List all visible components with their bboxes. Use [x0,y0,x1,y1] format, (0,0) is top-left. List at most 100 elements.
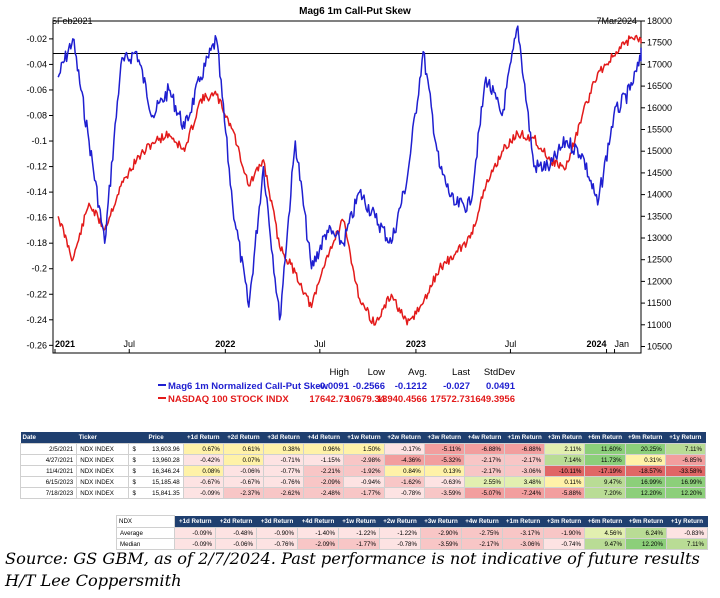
row-date: 6/15/2023 [19,476,78,488]
summary-table-header: NDX +1d Return +2d Return +3d Return +4d Ret… [116,515,708,528]
legend-stat-header: Low [368,367,386,378]
returns-header-cell: +2w Return [384,432,425,444]
returns-table-header: Date Ticker Price +1d Return +2d Return +3d R… [20,432,706,444]
y-left-tick-label: -0.16 [26,213,47,223]
row-price: $13,603.96 [128,443,184,455]
legend-stat-header: High [329,367,349,378]
y-right-tick-label: 13000 [647,233,672,243]
legend-stat-value: 17572.73 [430,394,470,405]
summary-cell: -0.74% [543,538,585,550]
returns-header-cell: +3w Return [424,432,465,444]
return-cell: -0.78% [383,487,425,499]
returns-header-cell: +2d Return [223,432,264,444]
return-cell: 0.84% [383,465,425,477]
y-right-tick-label: 10500 [647,341,672,351]
y-left-tick-label: -0.04 [26,59,47,69]
row-ticker: NDX INDEX [76,487,130,499]
return-cell: -2.17% [463,465,506,477]
return-cell: -6.88% [504,443,546,455]
currency-symbol: $ [132,445,136,453]
skew-chart: Mag6 1m Call-Put Skew 5Feb2021 7Mar2024 … [26,6,672,405]
y-right-tick-label: 14000 [647,190,672,200]
y-left-tick-label: -0.1 [31,136,47,146]
return-cell: 0.31% [624,454,666,466]
return-cell: -2.21% [303,465,345,477]
summary-header-cell: +3d Return [256,515,298,528]
y-left-tick-label: -0.12 [26,162,47,172]
summary-cell: -3.59% [420,538,462,550]
currency-symbol: $ [132,478,136,486]
x-tick-label: 2021 [55,339,75,349]
return-cell: 11.60% [584,443,626,455]
return-cell: 16.99% [624,476,666,488]
return-cell: -1.77% [343,487,385,499]
summary-cell: -3.06% [502,538,544,550]
returns-header-cell: +1d Return [183,432,224,444]
summary-cell: -0.06% [215,538,257,550]
y-right-tick-label: 16500 [647,81,672,91]
price-value: 15,185.48 [152,478,180,486]
price-value: 13,603.96 [152,445,180,453]
legend-red-name: NASDAQ 100 STOCK INDX [168,394,289,405]
y-left-tick-label: -0.08 [26,110,47,120]
summary-cell: -0.76% [256,538,298,550]
legend-stat-value: 13940.4566 [377,394,427,405]
summary-cell: -1.22% [379,527,421,539]
return-cell: -2.09% [303,476,345,488]
summary-header-cell: +1y Return [666,515,708,528]
row-price: $16,346.24 [128,465,184,477]
summary-cell: -0.78% [379,538,421,550]
summary-cell: -0.90% [256,527,298,539]
legend-stat-value: 0.0491 [486,381,516,392]
y-right-tick-label: 16000 [647,103,672,113]
return-cell: 0.96% [303,443,345,455]
return-cell: 9.47% [584,476,626,488]
row-price: $13,960.28 [128,454,184,466]
legend-blue-name: Mag6 1m Normalized Call-Put Skew [168,381,329,392]
return-cell: -5.32% [423,454,465,466]
returns-header-cell: +1y Return [665,432,706,444]
return-cell: -2.48% [303,487,345,499]
currency-symbol: $ [132,489,136,497]
y-right-tick-label: 15000 [647,146,672,156]
return-cell: 0.07% [222,454,265,466]
summary-cell: -0.09% [174,527,216,539]
return-cell: -7.24% [504,487,546,499]
row-price: $15,841.35 [128,487,184,499]
legend-stat-value: -0.2566 [353,381,385,392]
return-cell: 1.50% [343,443,385,455]
return-cell: -5.11% [423,443,465,455]
return-cell: -0.71% [263,454,305,466]
returns-header-cell: +9m Return [625,432,666,444]
return-cell: -3.59% [423,487,465,499]
series-line-nasdaq [57,34,642,326]
price-value: 13,960.28 [152,456,180,464]
currency-symbol: $ [132,456,136,464]
return-cell: -2.17% [463,454,506,466]
summary-cell: -2.09% [297,538,339,550]
return-cell: -0.42% [182,454,224,466]
return-cell: -33.58% [664,465,707,477]
summary-cell: -2.90% [420,527,462,539]
return-cell: 7.11% [664,443,707,455]
row-date: 11/4/2021 [19,465,78,477]
summary-header-cell: +4w Return [461,515,503,528]
returns-header-cell: +4w Return [464,432,505,444]
row-ticker: NDX INDEX [76,465,130,477]
return-cell: -0.94% [343,476,385,488]
summary-header-cell: +2d Return [215,515,257,528]
summary-cell: -3.17% [502,527,544,539]
summary-cell: 6.24% [625,527,667,539]
summary-header-cell: +9m Return [625,515,667,528]
summary-header-cell: +6m Return [584,515,626,528]
y-right-tick-label: 12000 [647,276,672,286]
x-tick-label: Jul [123,339,135,349]
y-right-tick-label: 18000 [647,16,672,26]
summary-cell: -2.17% [461,538,503,550]
return-cell: -6.88% [463,443,506,455]
currency-symbol: $ [132,467,136,475]
legend-stat-value: 1649.3956 [470,394,515,405]
return-cell: -3.06% [504,465,546,477]
y-left-tick-label: -0.22 [26,289,47,299]
legend-stat-header: StdDev [484,367,515,378]
